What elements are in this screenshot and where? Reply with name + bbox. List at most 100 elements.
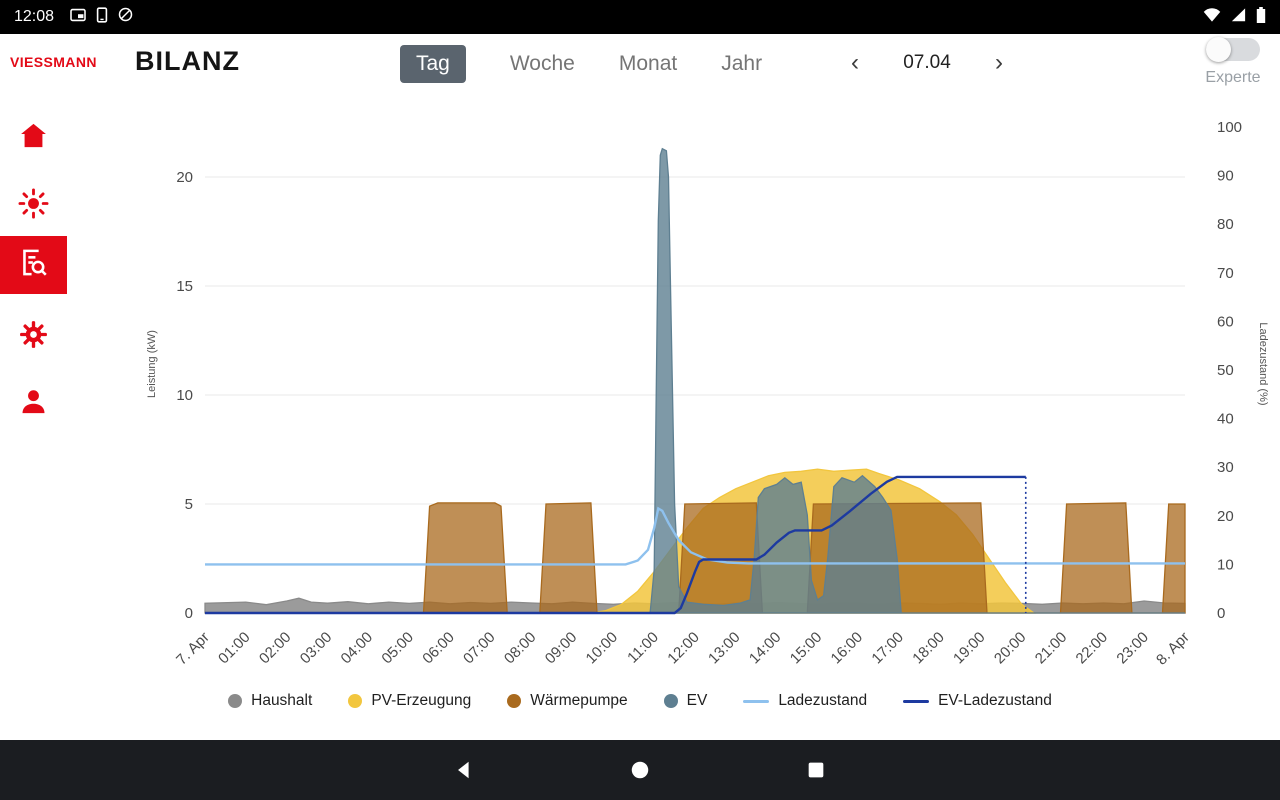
svg-text:19:00: 19:00 — [950, 629, 989, 668]
svg-text:5: 5 — [185, 496, 193, 513]
svg-text:80: 80 — [1217, 216, 1234, 233]
page-title: BILANZ — [135, 46, 240, 76]
tab-monat[interactable]: Monat — [618, 52, 678, 75]
legend-label: Haushalt — [251, 692, 313, 709]
svg-text:90: 90 — [1217, 168, 1234, 185]
person-icon — [18, 386, 49, 422]
svg-text:06:00: 06:00 — [419, 629, 458, 668]
svg-text:100: 100 — [1217, 119, 1242, 136]
current-date: 07.04 — [903, 52, 951, 73]
tab-woche[interactable]: Woche — [509, 52, 575, 75]
legend-label: Ladezustand — [778, 692, 868, 709]
tab-jahr[interactable]: Jahr — [721, 52, 763, 75]
chart-svg[interactable]: 0 5 10 15 20 0 10 20 30 40 50 60 70 80 90 100 Leistung (… — [70, 96, 1280, 688]
android-nav-bar — [0, 740, 1280, 800]
svg-text:13:00: 13:00 — [705, 629, 744, 668]
svg-text:09:00: 09:00 — [542, 629, 581, 668]
legend-label: EV-Ladezustand — [938, 692, 1052, 709]
svg-text:Ladezustand (%): Ladezustand (%) — [1257, 322, 1269, 405]
legend-item-3[interactable]: EV — [663, 692, 708, 710]
svg-text:14:00: 14:00 — [746, 629, 785, 668]
svg-text:40: 40 — [1217, 411, 1234, 428]
svg-text:15:00: 15:00 — [787, 629, 826, 668]
svg-text:8. Apr: 8. Apr — [1153, 629, 1193, 669]
sun-icon — [18, 188, 49, 224]
home-button[interactable] — [627, 757, 653, 783]
next-date-button[interactable]: › — [982, 49, 1016, 77]
legend-item-5[interactable]: EV-Ladezustand — [903, 692, 1052, 710]
svg-text:02:00: 02:00 — [256, 629, 295, 668]
svg-text:20: 20 — [1217, 508, 1234, 525]
svg-text:Leistung (kW): Leistung (kW) — [146, 330, 158, 398]
svg-text:11:00: 11:00 — [624, 629, 662, 667]
signal-icon — [1231, 7, 1246, 27]
sidebar-item-profile[interactable] — [0, 381, 67, 427]
sidebar-item-home[interactable] — [0, 115, 67, 161]
svg-text:23:00: 23:00 — [1113, 629, 1152, 668]
screenshot-icon — [96, 6, 108, 28]
period-tabs: Tag Woche Monat Jahr — [400, 45, 762, 83]
legend-item-2[interactable]: Wärmepumpe — [507, 692, 628, 710]
sidebar-item-reports[interactable] — [0, 236, 67, 294]
pip-icon — [70, 8, 86, 27]
svg-text:15: 15 — [176, 278, 193, 295]
expert-toggle[interactable] — [1206, 37, 1260, 62]
expert-label: Experte — [1205, 69, 1261, 86]
svg-text:10:00: 10:00 — [583, 629, 622, 668]
legend-label: PV-Erzeugung — [371, 692, 472, 709]
viessmann-logo: VIESSMANN — [10, 54, 97, 70]
date-navigation: ‹ 07.04 › — [838, 49, 1016, 77]
legend-dot-marker — [663, 694, 678, 708]
svg-text:17:00: 17:00 — [868, 629, 907, 668]
tab-tag[interactable]: Tag — [400, 45, 466, 83]
header: VIESSMANN BILANZ Tag Woche Monat Jahr ‹ … — [0, 34, 1280, 96]
expert-control: Experte — [1200, 37, 1266, 87]
svg-text:22:00: 22:00 — [1073, 629, 1112, 668]
svg-text:12:00: 12:00 — [664, 629, 703, 668]
toggle-knob — [1206, 37, 1231, 62]
legend-item-4[interactable]: Ladezustand — [743, 692, 867, 710]
status-bar: 12:08 — [0, 0, 1280, 34]
back-button[interactable] — [451, 757, 477, 783]
svg-text:0: 0 — [1217, 605, 1225, 622]
svg-text:21:00: 21:00 — [1032, 629, 1071, 668]
svg-text:60: 60 — [1217, 313, 1234, 330]
sidebar — [0, 96, 67, 740]
svg-text:30: 30 — [1217, 459, 1234, 476]
legend-item-1[interactable]: PV-Erzeugung — [348, 692, 471, 710]
do-not-disturb-icon — [118, 7, 133, 27]
svg-text:70: 70 — [1217, 265, 1234, 282]
legend-line-marker — [743, 699, 770, 703]
legend-item-0[interactable]: Haushalt — [228, 692, 312, 710]
legend-dot-marker — [507, 694, 522, 708]
svg-text:10: 10 — [176, 387, 193, 404]
svg-text:16:00: 16:00 — [828, 629, 867, 668]
sidebar-item-energy[interactable] — [0, 183, 67, 229]
recents-button[interactable] — [803, 757, 829, 783]
svg-text:01:00: 01:00 — [215, 629, 254, 668]
svg-text:0: 0 — [185, 605, 193, 622]
sidebar-item-settings[interactable] — [0, 314, 67, 360]
legend-label: EV — [686, 692, 708, 709]
chart-area: 0 5 10 15 20 0 10 20 30 40 50 60 70 80 90 100 Leistung (… — [70, 96, 1280, 693]
status-time: 12:08 — [14, 8, 55, 25]
report-search-icon — [18, 247, 49, 283]
svg-text:20: 20 — [176, 169, 193, 186]
legend-label: Wärmepumpe — [530, 692, 628, 709]
legend-line-marker — [903, 699, 930, 703]
chart-legend: Haushalt PV-Erzeugung Wärmepumpe EV Ladezust… — [70, 692, 1210, 710]
wifi-icon — [1203, 7, 1221, 27]
svg-text:03:00: 03:00 — [297, 629, 336, 668]
svg-text:05:00: 05:00 — [378, 629, 417, 668]
svg-text:04:00: 04:00 — [338, 629, 377, 668]
svg-text:50: 50 — [1217, 362, 1234, 379]
legend-dot-marker — [348, 694, 363, 708]
battery-icon — [1256, 6, 1266, 28]
prev-date-button[interactable]: ‹ — [838, 49, 872, 77]
svg-text:18:00: 18:00 — [909, 629, 948, 668]
svg-text:07:00: 07:00 — [460, 629, 499, 668]
home-icon — [18, 120, 49, 156]
svg-text:7. Apr: 7. Apr — [173, 629, 213, 669]
svg-text:08:00: 08:00 — [501, 629, 540, 668]
